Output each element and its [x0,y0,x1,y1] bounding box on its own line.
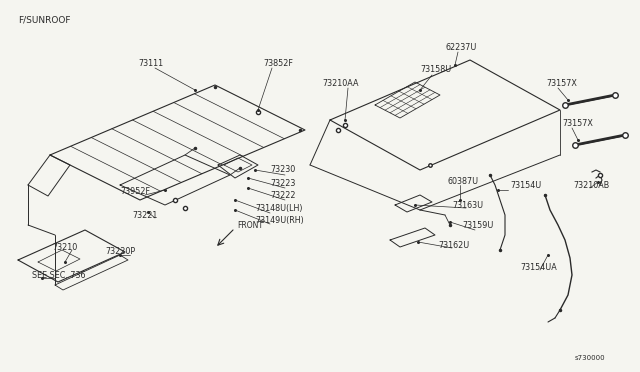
Text: 73111: 73111 [138,58,163,67]
Text: F/SUNROOF: F/SUNROOF [18,16,70,25]
Text: 73154U: 73154U [510,182,541,190]
Text: 73952F: 73952F [120,187,150,196]
Text: SEE SEC. 736: SEE SEC. 736 [32,272,86,280]
Text: 73223: 73223 [270,179,296,187]
Text: 73163U: 73163U [452,201,483,209]
Text: 73230: 73230 [270,166,295,174]
Text: 62237U: 62237U [446,42,477,51]
Text: 73210: 73210 [52,244,77,253]
Text: s730000: s730000 [575,355,605,361]
Text: FRONT: FRONT [237,221,263,230]
Text: 73157X: 73157X [562,119,593,128]
Text: 73210AB: 73210AB [573,180,609,189]
Text: 73221: 73221 [132,212,157,221]
Text: 73149U(RH): 73149U(RH) [255,217,304,225]
Text: 73157X: 73157X [546,78,577,87]
Text: 73220P: 73220P [105,247,135,257]
Text: 73210AA: 73210AA [322,78,358,87]
Text: 73222: 73222 [270,192,296,201]
Text: 73154UA: 73154UA [520,263,557,273]
Text: 73158U: 73158U [420,65,451,74]
Text: 60387U: 60387U [448,177,479,186]
Text: 73162U: 73162U [438,241,469,250]
Text: 73148U(LH): 73148U(LH) [255,205,303,214]
Text: 73159U: 73159U [462,221,493,230]
Text: 73852F: 73852F [263,58,293,67]
